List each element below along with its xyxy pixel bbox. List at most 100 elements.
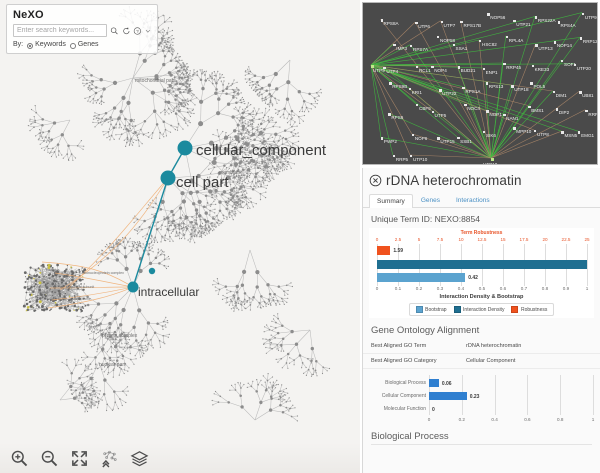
- gene-node[interactable]: [534, 130, 537, 133]
- gene-node[interactable]: [561, 131, 564, 134]
- gridline: [527, 375, 529, 415]
- gene-node[interactable]: [579, 91, 582, 94]
- gene-node[interactable]: [485, 82, 489, 85]
- help-icon[interactable]: ?: [133, 25, 142, 37]
- gene-node[interactable]: [534, 16, 538, 19]
- top-tick-label: 22.5: [561, 237, 571, 242]
- gene-node[interactable]: [479, 40, 482, 43]
- tab-summary[interactable]: Summary: [369, 194, 413, 208]
- gene-node[interactable]: [553, 41, 557, 44]
- legend-label: Bootstrap: [425, 306, 447, 313]
- gene-node[interactable]: [383, 66, 386, 70]
- refresh-icon[interactable]: [122, 25, 131, 37]
- gene-node[interactable]: [531, 64, 534, 68]
- detail-tabs[interactable]: Summary Genes Interactions: [363, 190, 600, 208]
- gene-node[interactable]: [557, 21, 560, 24]
- gene-node[interactable]: [410, 44, 413, 48]
- gene-node[interactable]: [408, 87, 412, 91]
- layers-icon[interactable]: [130, 449, 149, 468]
- gene-interaction-network[interactable]: RPS8A UTP6 UTP7 RPS17B NOP56 UTP21 RPS22A RPS4A…: [362, 2, 598, 165]
- gene-node[interactable]: [578, 131, 581, 134]
- search-icon[interactable]: [110, 25, 119, 37]
- radio-option-genes[interactable]: Genes: [69, 41, 98, 49]
- radio-dot-genes[interactable]: [69, 42, 76, 49]
- zoom-in-icon[interactable]: [10, 449, 29, 468]
- gene-node[interactable]: [437, 35, 440, 38]
- gene-node[interactable]: [416, 103, 419, 107]
- go-row-category: Best Aligned GO Category Cellular Compon…: [363, 354, 600, 369]
- gene-node[interactable]: [393, 44, 396, 47]
- gene-node[interactable]: [573, 63, 577, 67]
- collapse-network-icon[interactable]: [100, 449, 119, 468]
- legend-item[interactable]: Interaction Density: [453, 306, 504, 313]
- gene-node[interactable]: [452, 43, 455, 47]
- gene-node[interactable]: [486, 110, 489, 113]
- close-circle-icon[interactable]: [369, 174, 382, 187]
- gene-node[interactable]: [392, 154, 396, 158]
- tab-interactions[interactable]: Interactions: [455, 197, 490, 204]
- zoom-out-icon[interactable]: [40, 449, 59, 468]
- gene-node[interactable]: [552, 91, 556, 94]
- canvas-toolbar[interactable]: [0, 443, 360, 473]
- search-panel[interactable]: NeXO ? By:: [6, 4, 158, 54]
- gene-node[interactable]: [483, 130, 486, 134]
- radio-dot-keywords[interactable]: [27, 42, 34, 49]
- gene-node[interactable]: [415, 22, 418, 25]
- go-tick-label: 1: [591, 417, 595, 422]
- chevron-down-icon[interactable]: [145, 27, 151, 35]
- gene-node[interactable]: [457, 136, 460, 140]
- search-input[interactable]: [13, 24, 107, 37]
- gene-node[interactable]: [482, 67, 485, 71]
- detail-header: rDNA heterochromatin: [363, 168, 600, 190]
- chart-top-axis-ticks: 0 2.5 5 7.5 10 12.5 15 17.5 20 22.5 25: [369, 237, 594, 244]
- gene-node[interactable]: [581, 12, 585, 15]
- gene-node[interactable]: [439, 89, 442, 92]
- legend-item[interactable]: Bootstrap: [415, 306, 447, 313]
- fit-to-screen-icon[interactable]: [70, 449, 89, 468]
- search-mode-radio-group[interactable]: By: Keywords Genes: [13, 41, 151, 49]
- gene-node[interactable]: [380, 137, 384, 140]
- gene-node[interactable]: [462, 86, 465, 90]
- gene-node[interactable]: [409, 155, 413, 158]
- gene-node[interactable]: [411, 133, 415, 137]
- gene-node[interactable]: [555, 108, 559, 111]
- gene-node[interactable]: [561, 59, 564, 63]
- gene-node[interactable]: [431, 110, 434, 114]
- gene-node[interactable]: [513, 19, 516, 23]
- gene-node[interactable]: [513, 127, 516, 130]
- gene-node[interactable]: [464, 103, 467, 107]
- legend-item[interactable]: Robustness: [511, 306, 547, 313]
- gene-node[interactable]: [528, 105, 531, 108]
- top-tick-label: 0: [375, 237, 379, 242]
- tab-genes[interactable]: Genes: [420, 197, 440, 204]
- gene-node[interactable]: [388, 113, 391, 116]
- bar-robustness: [377, 246, 391, 255]
- gene-node[interactable]: [511, 85, 514, 88]
- radio-option-keywords[interactable]: Keywords: [27, 41, 66, 49]
- gene-node[interactable]: [389, 82, 392, 85]
- gene-node[interactable]: [505, 35, 509, 39]
- go-category-label: Molecular Function: [383, 406, 426, 412]
- gene-hub-node[interactable]: [371, 65, 375, 69]
- gene-node[interactable]: [585, 109, 588, 112]
- gene-node[interactable]: [431, 66, 434, 69]
- gene-network-graph: [370, 12, 586, 159]
- gene-node[interactable]: [535, 44, 538, 47]
- gene-hub-node[interactable]: [491, 158, 495, 162]
- gene-node[interactable]: [530, 82, 533, 85]
- go-chart-axis-ticks: 0 0.2 0.4 0.6 0.8 1: [428, 417, 595, 427]
- ontology-network-canvas[interactable]: cellular_component cell part intracellular…: [0, 0, 360, 473]
- gene-node[interactable]: [415, 65, 419, 69]
- gene-node[interactable]: [460, 20, 463, 23]
- gene-node[interactable]: [503, 113, 506, 117]
- gene-node[interactable]: [457, 66, 461, 69]
- bottom-tick-label: 1: [585, 286, 589, 291]
- gene-node[interactable]: [437, 137, 440, 140]
- gene-node[interactable]: [380, 19, 383, 22]
- gene-node[interactable]: [503, 63, 506, 66]
- go-row-term: Best Aligned GO Term rDNA heterochromati…: [363, 339, 600, 354]
- go-bar-value: 0.06: [441, 380, 452, 387]
- gene-node[interactable]: [440, 20, 443, 24]
- gene-node[interactable]: [487, 13, 490, 16]
- gene-node[interactable]: [579, 37, 583, 40]
